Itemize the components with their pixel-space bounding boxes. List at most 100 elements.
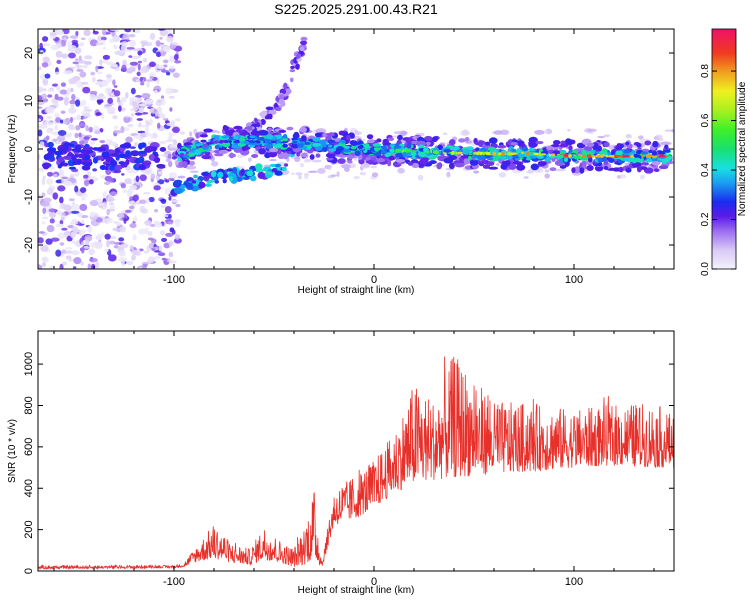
spectrogram-trace-halo	[448, 162, 455, 170]
snr-y-tick-label: 200	[23, 520, 35, 538]
spectrogram-trace-core	[457, 151, 463, 155]
spectrogram-trace-halo	[301, 152, 308, 158]
spectrogram-noise-blob	[171, 199, 180, 203]
spectrogram-trace-mid	[463, 149, 471, 154]
spectrogram-noise-blob	[70, 103, 75, 108]
spectrogram-trace-halo	[428, 140, 434, 147]
spectrogram-trace-core	[550, 153, 556, 157]
spectrogram-faint-blob	[567, 129, 571, 132]
spectrogram-faint-blob	[295, 172, 303, 176]
spectrogram-band-blob	[101, 151, 110, 158]
spectrogram-noise-blob	[78, 132, 82, 138]
snr-y-tick-label: 400	[23, 479, 35, 497]
spectrogram-noise-blob	[50, 237, 60, 242]
spectrogram-trace-mid	[563, 157, 569, 163]
spectrogram-lower-branch-blob	[196, 181, 206, 189]
spectrogram-noise-blob	[57, 96, 64, 101]
spectrogram-noise-blob	[54, 112, 60, 118]
spectrogram-trace-halo	[644, 140, 652, 146]
spectrogram-noise-blob	[95, 95, 103, 100]
spectrogram-noise-blob	[142, 66, 146, 74]
spectrogram-upper-branch-blob	[284, 88, 292, 95]
spectrogram-noise-blob	[44, 73, 51, 79]
spectrogram-trace-core	[298, 141, 303, 144]
spectrogram-noise-blob	[126, 260, 134, 266]
spectrogram-band-blob	[114, 147, 121, 155]
spectrogram-noise-blob	[110, 141, 117, 147]
spectrogram-faint-blob	[418, 132, 425, 137]
spectrogram-noise-blob	[79, 81, 89, 85]
spectrogram-trace-halo	[397, 134, 403, 141]
spectrogram-trace-mid	[354, 150, 361, 157]
spectrogram-noise-blob	[102, 54, 111, 60]
spectrogram-faint-blob	[464, 141, 473, 144]
spectrogram-faint-blob	[498, 172, 507, 178]
spectrogram-noise-blob	[42, 78, 49, 86]
spectrogram-noise-blob	[81, 246, 85, 254]
spectrogram-noise-blob	[42, 207, 47, 215]
spectrogram-noise-blob	[129, 146, 136, 149]
spectrogram-noise-blob	[160, 98, 165, 102]
spectrogram-noise-blob	[113, 129, 122, 134]
spectrogram-faint-blob	[298, 175, 302, 180]
spectrogram-trace-halo	[559, 164, 567, 169]
spectrogram-noise-blob	[59, 119, 64, 124]
spectrogram-faint-blob	[371, 172, 379, 178]
spectrogram-band-blob	[130, 150, 140, 157]
spectrogram-noise-blob	[160, 204, 167, 208]
spectrogram-trace-halo	[309, 154, 315, 160]
spectrogram-trace-mid	[633, 157, 642, 163]
spectrogram-noise-blob	[48, 166, 56, 171]
spectrogram-noise-blob	[150, 133, 154, 139]
spectrogram-trace-mid	[282, 138, 289, 142]
spectrogram-noise-blob	[165, 179, 170, 183]
spectrogram-noise-blob	[135, 29, 141, 34]
spectrogram-faint-blob	[603, 134, 611, 137]
spectrogram-band-blob	[62, 155, 72, 160]
spectrogram-trace-halo	[326, 132, 335, 137]
spectrogram-noise-blob	[80, 115, 84, 120]
spectrogram-trace-mid	[521, 146, 529, 152]
spectrogram-noise-blob	[54, 71, 60, 75]
spectrogram-noise-blob	[174, 234, 181, 240]
spectrogram-noise-blob	[61, 40, 67, 47]
spectrogram-band-blob	[81, 161, 92, 166]
spectrogram-noise-blob	[101, 95, 107, 100]
spectrogram-trace-core	[344, 146, 350, 149]
spectrogram-noise-blob	[87, 263, 92, 269]
spectrogram-y-tick-label: -20	[23, 237, 35, 253]
spectrogram-trace-mid	[479, 147, 488, 153]
spectrogram-trace-halo	[388, 155, 394, 161]
spectrogram-trace-mid	[602, 156, 607, 162]
spectrogram-noise-blob	[156, 122, 161, 129]
spectrogram-noise-blob	[54, 124, 59, 131]
spectrogram-trace-mid	[597, 158, 604, 163]
spectrogram-trace-core	[223, 140, 229, 144]
spectrogram-noise-blob	[41, 256, 48, 263]
spectrogram-trace-halo	[484, 141, 491, 146]
spectrogram-trace-mid	[667, 155, 673, 161]
snr-x-tick-label: 100	[565, 576, 583, 588]
spectrogram-noise-blob	[137, 55, 141, 59]
spectrogram-noise-blob	[39, 124, 48, 129]
spectrogram-noise-blob	[60, 212, 66, 216]
spectrogram-trace-halo	[458, 157, 464, 164]
spectrogram-noise-blob	[84, 55, 93, 60]
spectrogram-noise-blob	[73, 257, 82, 265]
spectrogram-noise-blob	[57, 232, 65, 240]
spectrogram-band-blob	[99, 164, 107, 170]
spectrogram-trace-halo	[436, 162, 442, 170]
spectrogram-band-blob	[92, 147, 100, 151]
spectrogram-noise-blob	[59, 263, 64, 269]
spectrogram-trace-halo	[571, 167, 576, 174]
spectrogram-noise-blob	[174, 118, 182, 122]
spectrogram-faint-blob	[268, 159, 278, 162]
spectrogram-faint-blob	[248, 157, 252, 163]
spectrogram-noise-blob	[158, 140, 167, 145]
spectrogram-noise-blob	[159, 29, 168, 37]
spectrogram-noise-blob	[89, 141, 96, 145]
spectrogram-trace-mid	[516, 149, 521, 155]
spectrogram-noise-blob	[168, 196, 172, 201]
colorbar-tick-label: 0.0	[700, 262, 711, 276]
spectrogram-faint-blob	[189, 170, 199, 173]
